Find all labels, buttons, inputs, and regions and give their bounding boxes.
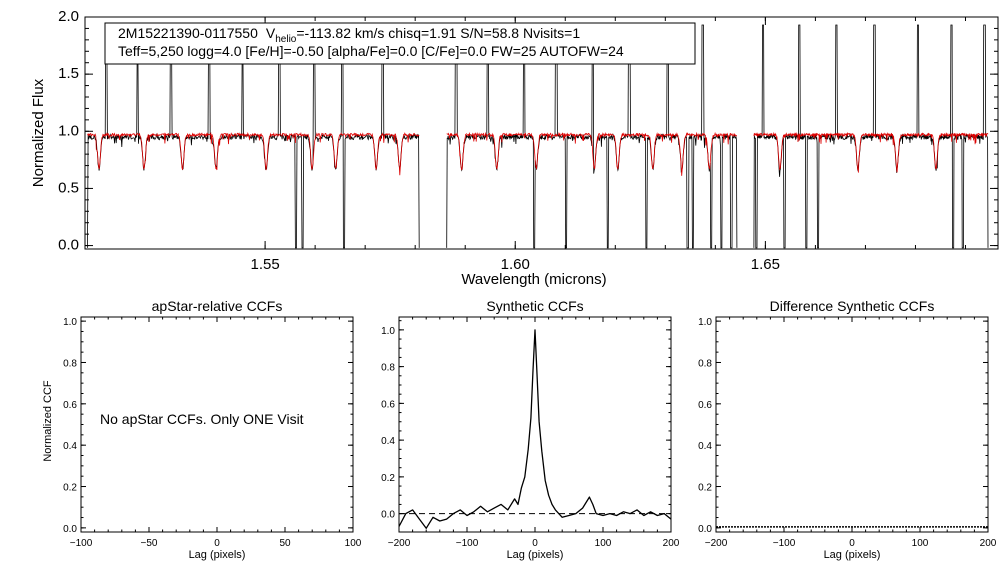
x-tick-label: −100: [70, 538, 93, 549]
y-tick-label: 0.2: [381, 473, 395, 484]
difference-ccf-axes: −200 −100 0 100 200 0.0 0.2 0.4 0.6 0.8 1.0: [698, 317, 997, 549]
x-tick-label: −50: [141, 538, 158, 549]
spectrum-stats: =-113.82 km/s chisq=1.91 S/N=58.8 Nvisit…: [296, 25, 580, 41]
synthetic-ccf-panel: Synthetic CCFs −200 −100 0 100 200 0.0 0.2 0.4 0…: [381, 298, 680, 561]
y-tick-label: 0.2: [698, 483, 712, 494]
y-tick-label: 0.5: [58, 179, 79, 196]
y-tick-label: 1.0: [63, 317, 77, 328]
y-tick-label: 2.0: [58, 8, 79, 25]
vhelio-symbol: V: [266, 25, 276, 41]
y-tick-label: 0.0: [698, 524, 712, 535]
apstar-ccf-panel: apStar-relative CCFs −100 −50 0 50 100 0.0 0.2…: [42, 298, 362, 561]
model-spectrum-line-chip-1: [87, 131, 420, 176]
synthetic-ccf-frame: [398, 316, 672, 533]
y-tick-label: 0.2: [63, 483, 77, 494]
synthetic-ccf-axes: −200 −100 0 100 200 0.0 0.2 0.4 0.6 0.8 1.0: [381, 317, 680, 549]
apstar-ccf-x-label: Lag (pixels): [189, 549, 246, 561]
y-tick-label: 0.4: [63, 441, 77, 452]
observed-spectrum-line-chip-2: [446, 24, 738, 249]
y-tick-label: 0.4: [381, 436, 395, 447]
x-tick-label: 0: [214, 538, 220, 549]
y-tick-label: 0.8: [698, 358, 712, 369]
difference-ccf-panel: Difference Synthetic CCFs −200 −100 0 100 20…: [698, 298, 997, 561]
apstar-ccf-axes: −100 −50 0 50 100 0.0 0.2 0.4 0.6 0.8 1.0: [63, 317, 362, 549]
y-tick-label: 1.5: [58, 65, 79, 82]
x-tick-label: 1.60: [501, 256, 530, 273]
spectrum-annotation-line2: Teff=5,250 logg=4.0 [Fe/H]=-0.50 [alpha/…: [118, 43, 624, 59]
difference-ccf-x-label: Lag (pixels): [824, 549, 881, 561]
apstar-ccf-message: No apStar CCFs. Only ONE Visit: [100, 411, 304, 427]
x-tick-label: 0: [849, 538, 855, 549]
y-tick-label: 0.4: [698, 441, 712, 452]
spectrum-y-label: Normalized Flux: [30, 78, 47, 187]
y-tick-label: 0.0: [63, 524, 77, 535]
y-tick-label: 0.0: [381, 510, 395, 521]
y-tick-label: 0.6: [381, 399, 395, 410]
vhelio-subscript: helio: [275, 34, 297, 45]
difference-ccf-frame: [715, 316, 989, 533]
difference-ccf-title: Difference Synthetic CCFs: [770, 298, 935, 314]
spectrum-plot-area: [87, 24, 989, 249]
x-tick-label: 100: [912, 538, 929, 549]
x-tick-label: 200: [980, 538, 997, 549]
x-tick-label: 1.55: [250, 256, 279, 273]
synthetic-ccf-x-label: Lag (pixels): [507, 549, 564, 561]
y-tick-label: 1.0: [58, 122, 79, 139]
y-tick-label: 0.6: [63, 400, 77, 411]
star-id: 2M15221390-0117550: [118, 25, 258, 41]
model-spectrum-line-chip-2: [446, 131, 738, 176]
x-tick-label: −100: [773, 538, 796, 549]
y-tick-label: 0.8: [381, 363, 395, 374]
x-tick-label: 200: [663, 538, 680, 549]
ccf-y-label: Normalized CCF: [42, 380, 54, 462]
synthetic-ccf-plot-area: [398, 329, 672, 529]
y-tick-label: 0.8: [63, 358, 77, 369]
spectrum-axes: 1.55 1.60 1.65 0.0 0.5 1.0 1.5 2.0: [58, 8, 998, 273]
spectrum-x-label: Wavelength (microns): [461, 271, 606, 288]
y-tick-label: 1.0: [381, 326, 395, 337]
synthetic-ccf-title: Synthetic CCFs: [486, 298, 583, 314]
spectrum-frame: [84, 16, 999, 250]
observed-spectrum-line-chip-3: [753, 24, 989, 249]
spectrum-panel: 1.55 1.60 1.65 0.0 0.5 1.0 1.5 2.0 2M15221390-0…: [30, 8, 999, 288]
x-tick-label: −200: [705, 538, 728, 549]
x-tick-label: 100: [595, 538, 612, 549]
spectrum-annotation-box: [104, 22, 696, 65]
y-tick-label: 0.6: [698, 400, 712, 411]
synthetic-ccf-line: [398, 329, 672, 529]
apstar-ccf-title: apStar-relative CCFs: [152, 298, 283, 314]
x-tick-label: 100: [345, 538, 362, 549]
x-tick-label: 50: [279, 538, 291, 549]
y-tick-label: 1.0: [698, 317, 712, 328]
y-tick-label: 0.0: [58, 237, 79, 254]
x-tick-label: 1.65: [751, 256, 780, 273]
x-tick-label: 0: [532, 538, 538, 549]
model-spectrum-line-chip-3: [753, 131, 989, 173]
x-tick-label: −100: [456, 538, 479, 549]
spectrum-annotation-line1: 2M15221390-0117550 Vhelio=-113.82 km/s ch…: [118, 25, 580, 45]
x-tick-label: −200: [388, 538, 411, 549]
